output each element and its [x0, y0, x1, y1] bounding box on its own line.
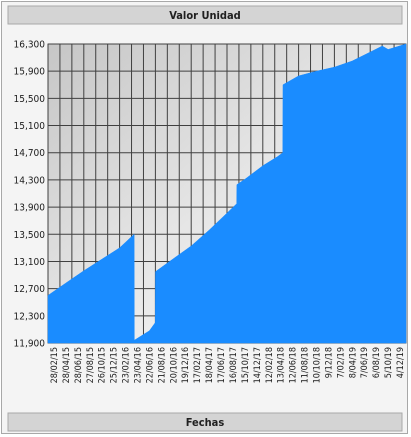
x-tick-label: 17/02/17: [193, 347, 203, 383]
y-tick-label: 12,300: [14, 311, 46, 322]
y-tick-label: 15,500: [14, 94, 46, 105]
x-tick-label: 8/04/19: [348, 347, 358, 378]
x-tick-label: 20/10/16: [169, 347, 179, 383]
x-tick-label: 23/02/16: [122, 347, 132, 383]
y-tick-label: 11,900: [14, 339, 46, 350]
y-tick-label: 14,300: [14, 175, 46, 186]
series-area: [47, 43, 407, 344]
x-tick-label: 27/08/15: [86, 347, 96, 383]
x-tick-label: 10/10/18: [313, 347, 323, 383]
x-tick-label: 25/12/15: [110, 347, 120, 383]
x-tick-label: 15/10/17: [241, 347, 251, 383]
x-axis-ticks: 28/02/15 28/04/15 28/06/15 27/08/15 26/10/15…: [50, 347, 406, 383]
x-tick-label: 17/06/17: [217, 347, 227, 383]
y-tick-label: 12,700: [14, 284, 46, 295]
x-tick-label: 7/06/19: [360, 347, 370, 378]
x-tick-label: 12/02/18: [265, 347, 275, 383]
y-axis-ticks: 11,900 12,300 12,700 13,100 13,500 13,900 14,3…: [14, 40, 46, 350]
x-tick-label: 4/12/19: [396, 347, 406, 378]
x-tick-label: 9/12/18: [324, 347, 334, 378]
x-tick-label: 19/12/16: [181, 347, 191, 383]
xlabel-bar: [7, 412, 403, 432]
x-tick-label: 16/08/17: [229, 347, 239, 383]
x-tick-label: 22/06/16: [145, 347, 155, 383]
chart-title: Valor Unidad: [169, 9, 241, 22]
x-tick-label: 13/04/18: [277, 347, 287, 383]
x-axis-label: Fechas: [186, 416, 225, 429]
x-tick-label: 28/06/15: [74, 347, 84, 383]
y-tick-label: 15,100: [14, 121, 46, 132]
y-tick-label: 13,500: [14, 230, 46, 241]
title-bar: [7, 5, 403, 25]
x-tick-label: 21/08/16: [157, 347, 167, 383]
x-tick-label: 12/06/18: [289, 347, 299, 383]
y-tick-label: 15,900: [14, 67, 46, 78]
x-tick-label: 26/10/15: [98, 347, 108, 383]
x-tick-label: 5/10/19: [384, 347, 394, 378]
x-tick-label: 7/02/19: [336, 347, 346, 378]
y-tick-label: 13,100: [14, 257, 46, 268]
x-tick-label: 23/04/16: [134, 347, 144, 383]
y-tick-label: 16,300: [14, 40, 46, 51]
y-tick-label: 14,700: [14, 148, 46, 159]
x-tick-label: 6/08/19: [372, 347, 382, 378]
x-tick-label: 28/02/15: [50, 347, 60, 383]
x-tick-label: 14/12/17: [253, 347, 263, 383]
x-tick-label: 18/04/17: [205, 347, 215, 383]
y-tick-label: 13,900: [14, 203, 46, 214]
x-tick-label: 28/04/15: [62, 347, 72, 383]
x-tick-label: 11/08/18: [301, 347, 311, 383]
